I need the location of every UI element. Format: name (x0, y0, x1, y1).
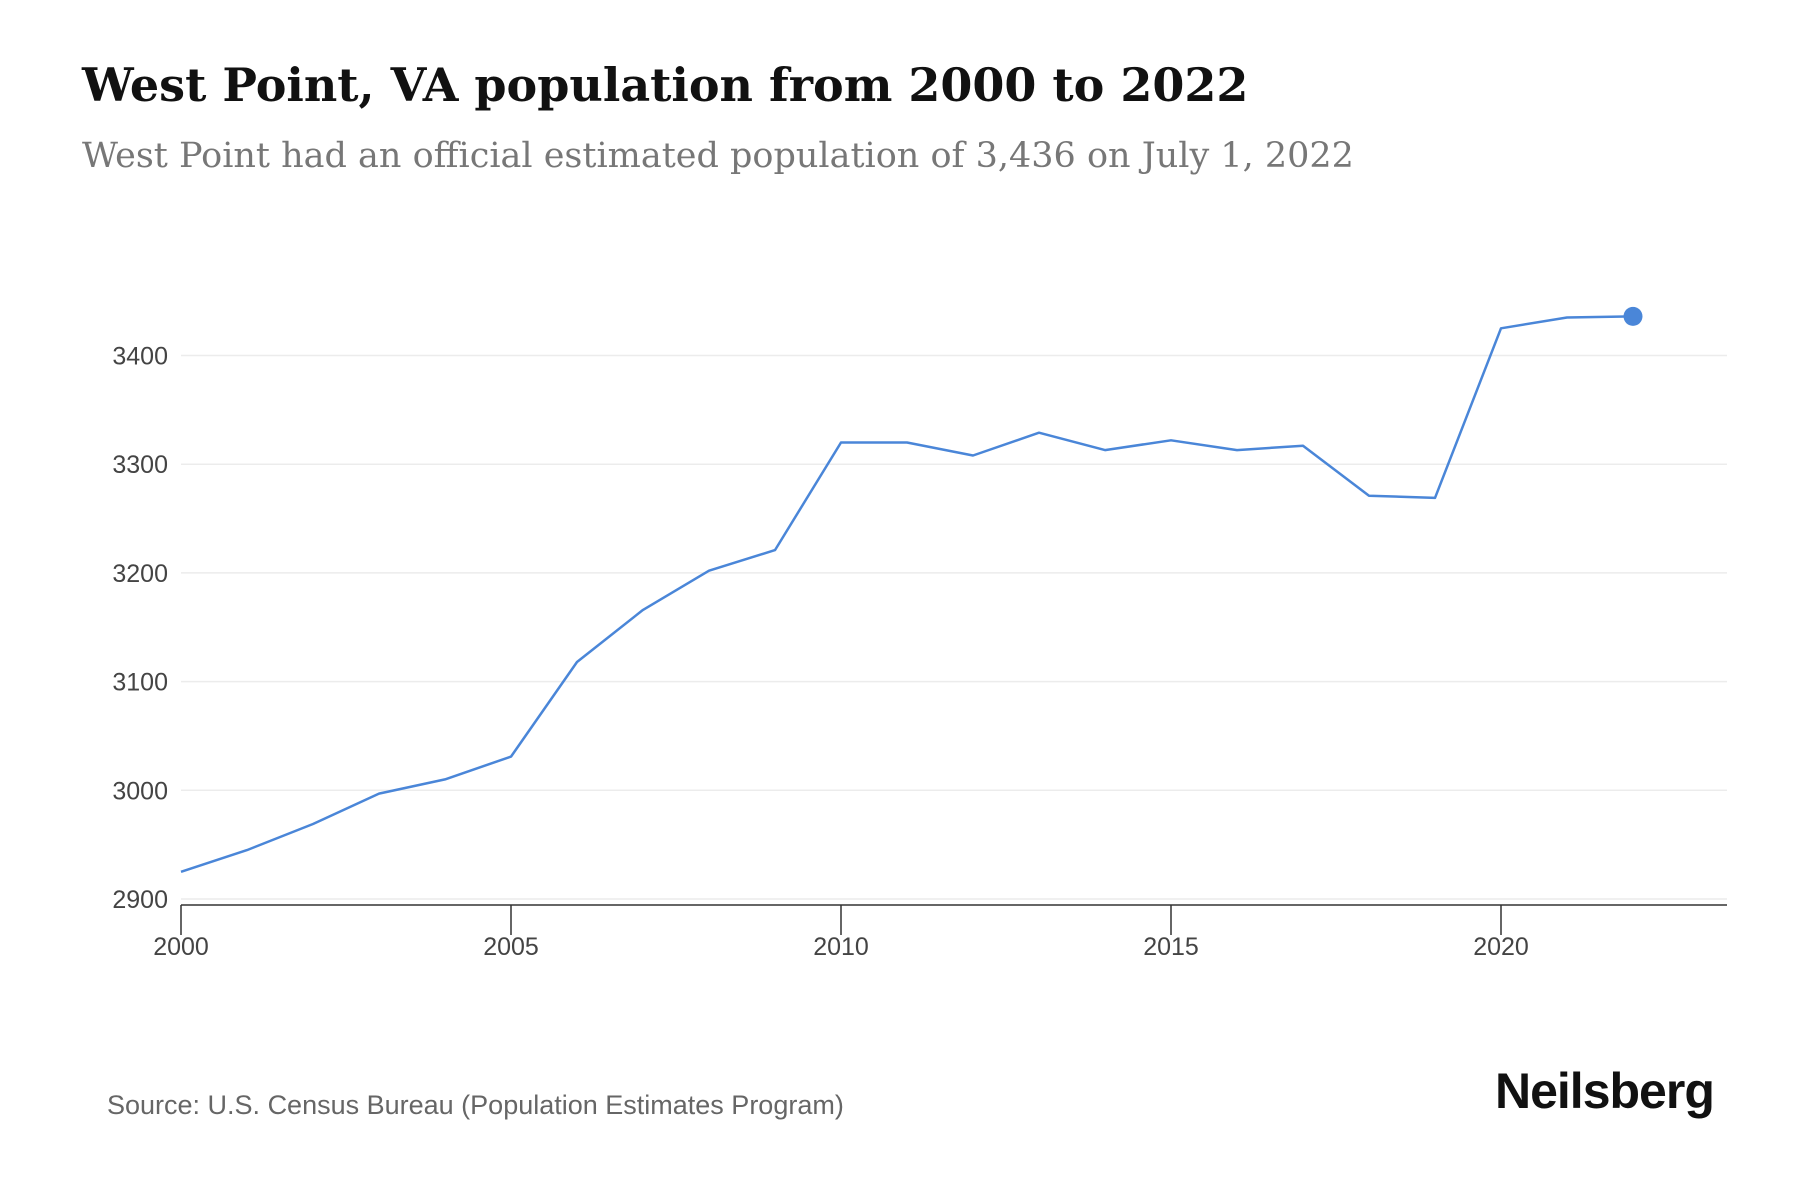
x-tick-label-2000: 2000 (153, 933, 209, 961)
brand-logo: Neilsberg (1495, 1063, 1715, 1119)
y-tick-label-3100: 3100 (112, 669, 168, 697)
x-axis: 2000 2005 2010 2015 2020 (153, 904, 1727, 961)
x-tick-label-2020: 2020 (1473, 933, 1529, 961)
y-tick-label-2900: 2900 (112, 886, 168, 914)
line-chart: 2000 2005 2010 2015 2020 2900 3000 3100 3200 330… (112, 306, 1727, 961)
last-data-point (1623, 306, 1643, 326)
y-axis-labels: 2900 3000 3100 3200 3300 3400 (112, 343, 168, 915)
x-tick-label-2015: 2015 (1143, 933, 1199, 961)
gridlines (181, 354, 1727, 900)
source-note: Source: U.S. Census Bureau (Population E… (107, 1090, 844, 1120)
series (180, 306, 1643, 873)
chart-subtitle: West Point had an official estimated pop… (82, 136, 1354, 176)
x-tick-label-2010: 2010 (813, 933, 869, 961)
x-tick-label-2005: 2005 (483, 933, 539, 961)
y-tick-label-3300: 3300 (112, 451, 168, 479)
series-line (180, 315, 1634, 873)
y-tick-label-3200: 3200 (112, 560, 168, 588)
chart-title: West Point, VA population from 2000 to 2… (82, 58, 1249, 112)
y-tick-label-3400: 3400 (112, 343, 168, 371)
y-tick-label-3000: 3000 (112, 777, 168, 805)
